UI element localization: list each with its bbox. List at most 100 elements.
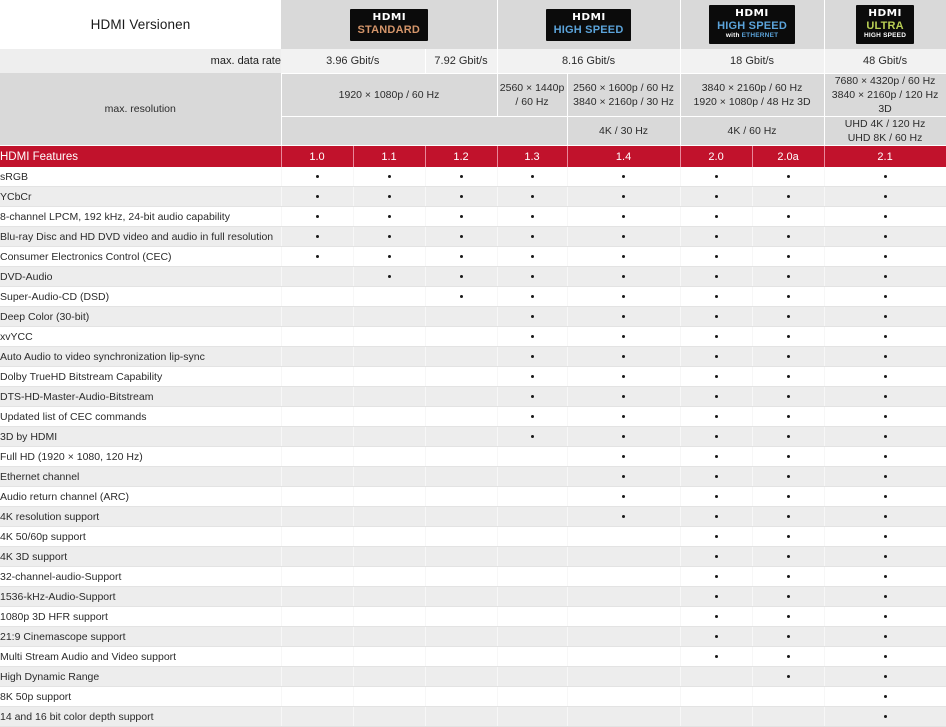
unsupported-blank-icon <box>531 655 534 658</box>
feature-support-cell <box>496 626 568 648</box>
supported-dot-icon <box>714 435 718 439</box>
logo-tier-line-1: HIGH SPEED <box>553 23 624 36</box>
feature-support-cell <box>424 386 498 408</box>
unsupported-blank-icon <box>388 715 391 718</box>
feature-support-cell <box>280 646 354 668</box>
feature-support-cell <box>280 626 354 648</box>
feature-name: Deep Color (30-bit) <box>0 306 281 328</box>
feature-support-cell <box>751 426 825 448</box>
supported-dot-icon <box>786 415 790 419</box>
supported-dot-icon <box>315 255 319 259</box>
supported-dot-icon <box>883 555 887 559</box>
supported-dot-icon <box>530 315 534 319</box>
feature-support-cell <box>496 686 568 708</box>
cell-line: 2560 × 1440p / 60 Hz <box>499 81 565 108</box>
feature-support-cell <box>280 166 354 188</box>
version-column-header-1-1[interactable]: 1.1 <box>352 145 426 167</box>
feature-support-cell <box>352 346 426 368</box>
feature-support-cell <box>280 486 354 508</box>
feature-name: Updated list of CEC commands <box>0 406 281 428</box>
unsupported-blank-icon <box>460 335 463 338</box>
unsupported-blank-icon <box>531 715 534 718</box>
supported-dot-icon <box>622 455 626 459</box>
supported-dot-icon <box>883 375 887 379</box>
supported-dot-icon <box>315 215 319 219</box>
feature-support-cell <box>424 306 498 328</box>
supported-dot-icon <box>883 395 887 399</box>
unsupported-blank-icon <box>715 715 718 718</box>
feature-support-cell <box>496 206 568 228</box>
feature-support-cell <box>352 406 426 428</box>
feature-support-cell <box>496 646 568 668</box>
feature-support-cell <box>566 186 681 208</box>
feature-support-cell <box>280 346 354 368</box>
hdmi-wordmark: HDMI <box>571 11 606 23</box>
supported-dot-icon <box>883 575 887 579</box>
supported-dot-icon <box>387 275 391 279</box>
feature-support-cell <box>679 326 753 348</box>
feature-support-cell <box>352 586 426 608</box>
feature-support-cell <box>751 166 825 188</box>
supported-dot-icon <box>530 435 534 439</box>
feature-support-cell <box>352 466 426 488</box>
feature-support-cell <box>679 386 753 408</box>
feature-support-cell <box>566 366 681 388</box>
feature-support-cell <box>679 486 753 508</box>
version-column-header-2-0a[interactable]: 2.0a <box>751 145 825 167</box>
feature-support-cell <box>424 606 498 628</box>
page-title: HDMI Versionen <box>0 0 281 49</box>
feature-support-cell <box>679 566 753 588</box>
supported-dot-icon <box>883 495 887 499</box>
feature-support-cell <box>424 506 498 528</box>
feature-name: Consumer Electronics Control (CEC) <box>0 246 281 268</box>
version-column-header-1-4[interactable]: 1.4 <box>566 145 681 167</box>
feature-support-cell <box>679 206 753 228</box>
table-row: sRGB <box>0 166 946 188</box>
logo-tier-prefix: with <box>725 31 740 39</box>
feature-support-cell <box>352 706 426 727</box>
version-column-header-1-3[interactable]: 1.3 <box>496 145 568 167</box>
feature-support-cell <box>352 446 426 468</box>
feature-support-cell <box>424 706 498 727</box>
feature-support-cell <box>566 626 681 648</box>
feature-name: Blu-ray Disc and HD DVD video and audio … <box>0 226 281 248</box>
feature-name: DTS-HD-Master-Audio-Bitstream <box>0 386 281 408</box>
feature-name: 1536-kHz-Audio-Support <box>0 586 281 608</box>
data-rate-label: max. data rate <box>0 49 281 73</box>
supported-dot-icon <box>714 295 718 299</box>
feature-support-cell <box>566 406 681 428</box>
version-column-header-2-1[interactable]: 2.1 <box>823 145 946 167</box>
version-column-header-1-0[interactable]: 1.0 <box>280 145 354 167</box>
supported-dot-icon <box>883 475 887 479</box>
table-row: Super-Audio-CD (DSD) <box>0 286 946 308</box>
feature-support-cell <box>280 386 354 408</box>
supported-dot-icon <box>786 635 790 639</box>
feature-support-cell <box>751 386 825 408</box>
unsupported-blank-icon <box>622 675 625 678</box>
feature-support-cell <box>823 486 946 508</box>
feature-support-cell <box>679 346 753 368</box>
feature-support-cell <box>679 466 753 488</box>
table-row: Dolby TrueHD Bitstream Capability <box>0 366 946 388</box>
version-column-header-2-0[interactable]: 2.0 <box>679 145 753 167</box>
unsupported-blank-icon <box>460 355 463 358</box>
cell-line: 3840 × 2160p / 30 Hz <box>573 95 674 108</box>
version-column-header-1-2[interactable]: 1.2 <box>424 145 498 167</box>
supported-dot-icon <box>786 315 790 319</box>
unsupported-blank-icon <box>316 675 319 678</box>
unsupported-blank-icon <box>316 375 319 378</box>
unsupported-blank-icon <box>531 595 534 598</box>
feature-support-cell <box>823 466 946 488</box>
unsupported-blank-icon <box>388 335 391 338</box>
feature-support-cell <box>424 226 498 248</box>
unsupported-blank-icon <box>460 695 463 698</box>
table-row: 14 and 16 bit color depth support <box>0 706 946 727</box>
supported-dot-icon <box>622 235 626 239</box>
table-row: 8K 50p support <box>0 686 946 708</box>
unsupported-blank-icon <box>622 655 625 658</box>
feature-support-cell <box>566 346 681 368</box>
feature-support-cell <box>823 286 946 308</box>
unsupported-blank-icon <box>715 675 718 678</box>
feature-support-cell <box>496 606 568 628</box>
unsupported-blank-icon <box>388 635 391 638</box>
